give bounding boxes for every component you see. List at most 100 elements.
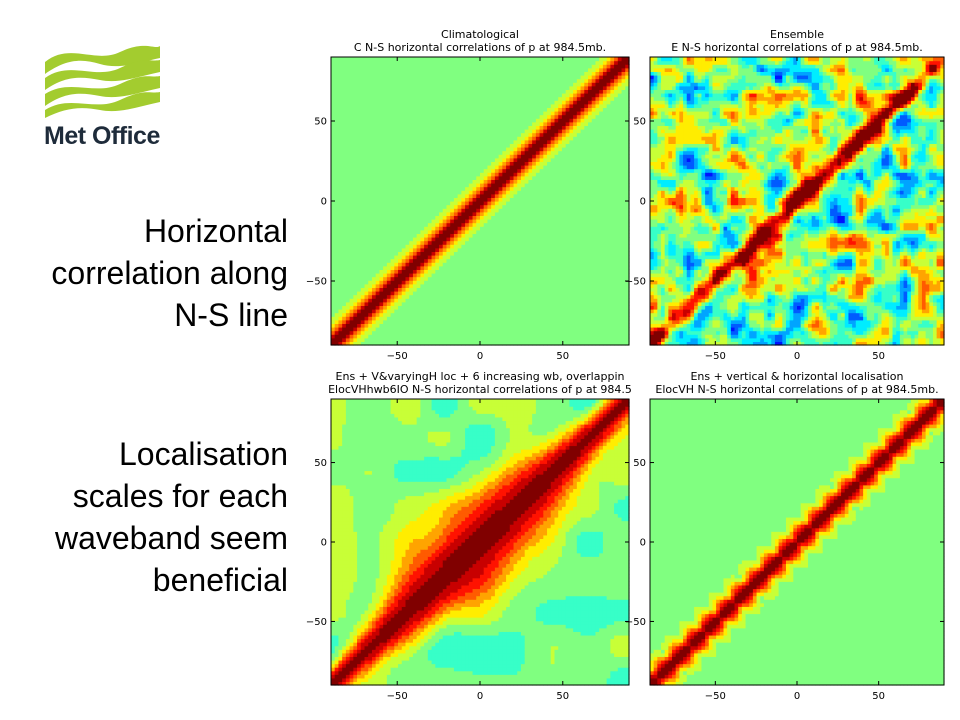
heatmap-cell: [342, 262, 347, 267]
heatmap-cell: [547, 85, 552, 90]
heatmap-cell: [420, 60, 425, 65]
heatmap-cell: [398, 229, 403, 234]
heatmap-cell: [439, 222, 444, 227]
heatmap-cell: [383, 237, 388, 242]
heatmap-cell: [416, 85, 421, 90]
heatmap-cell: [442, 312, 448, 317]
heatmap-cell: [420, 341, 425, 346]
heatmap-cell: [483, 71, 489, 76]
heatmap-cell: [331, 222, 336, 227]
heatmap-cell: [535, 312, 541, 317]
heatmap-cell: [558, 337, 563, 342]
heatmap-cell: [334, 197, 340, 202]
heatmap-cell: [547, 57, 552, 62]
heatmap-cell: [468, 305, 474, 310]
heatmap-cell: [543, 190, 548, 195]
heatmap-cell: [550, 226, 556, 231]
heatmap-cell: [338, 89, 343, 94]
heatmap-cell: [409, 183, 414, 188]
heatmap-cell: [554, 262, 559, 267]
heatmap-cell: [401, 327, 407, 332]
heatmap-cell: [409, 172, 414, 177]
heatmap-cell: [509, 244, 515, 249]
heatmap-cell: [431, 197, 436, 202]
heatmap-cell: [360, 125, 366, 130]
heatmap-cell: [494, 64, 500, 69]
heatmap-cell: [550, 139, 556, 144]
heatmap-cell: [420, 82, 425, 87]
heatmap-cell: [342, 193, 347, 198]
heatmap-cell: [353, 273, 358, 278]
heatmap-cell: [338, 258, 343, 263]
heatmap-cell: [334, 237, 340, 242]
heatmap-cell: [431, 82, 436, 87]
heatmap-cell: [442, 316, 448, 321]
heatmap-cell: [371, 305, 377, 310]
heatmap-cell: [334, 150, 340, 155]
heatmap-cell: [520, 265, 526, 270]
heatmap-cell: [435, 305, 440, 310]
heatmap-cell: [427, 143, 433, 148]
heatmap-cell: [465, 165, 470, 170]
heatmap-cell: [483, 309, 489, 314]
heatmap-cell: [513, 107, 518, 112]
heatmap-cell: [424, 229, 429, 234]
heatmap-cell: [502, 269, 507, 274]
heatmap-cell: [509, 316, 515, 321]
heatmap-cell: [480, 219, 485, 224]
heatmap-cell: [506, 190, 511, 195]
heatmap-cell: [334, 129, 340, 134]
heatmap-cell: [364, 219, 369, 224]
heatmap-cell: [398, 82, 403, 87]
heatmap-cell: [420, 312, 425, 317]
heatmap-cell: [480, 244, 485, 249]
heatmap-cell: [506, 60, 511, 65]
heatmap-cell: [390, 71, 395, 76]
heatmap-cell: [468, 132, 474, 137]
heatmap-cell: [342, 201, 347, 206]
heatmap-cell: [513, 57, 518, 62]
heatmap-cell: [472, 165, 477, 170]
heatmap-cell: [520, 179, 526, 184]
heatmap-cell: [480, 201, 485, 206]
heatmap-cell: [349, 132, 354, 137]
heatmap-cell: [420, 301, 425, 306]
heatmap-cell: [550, 183, 556, 188]
heatmap-cell: [424, 172, 429, 177]
heatmap-cell: [412, 100, 418, 105]
heatmap-cell: [439, 89, 444, 94]
heatmap-cell: [528, 309, 533, 314]
heatmap-cell: [498, 262, 503, 267]
heatmap-cell: [453, 251, 459, 256]
heatmap-cell: [543, 125, 548, 130]
heatmap-cell: [401, 201, 407, 206]
heatmap-cell: [375, 89, 381, 94]
heatmap-cell: [472, 139, 477, 144]
heatmap-cell: [439, 280, 444, 285]
heatmap-cell: [331, 132, 336, 137]
heatmap-cell: [461, 103, 466, 108]
heatmap-cell: [502, 305, 507, 310]
heatmap-cell: [506, 316, 511, 321]
heatmap-cell: [524, 168, 530, 173]
heatmap-cell: [520, 100, 526, 105]
heatmap-cell: [550, 208, 556, 213]
heatmap-cell: [405, 139, 410, 144]
heatmap-cell: [375, 193, 381, 198]
heatmap-cell: [375, 96, 381, 101]
heatmap-cell: [517, 75, 522, 80]
heatmap-cell: [535, 60, 541, 65]
heatmap-cell: [383, 222, 388, 227]
heatmap-cell: [453, 204, 459, 209]
heatmap-cell: [491, 107, 496, 112]
heatmap-cell: [442, 129, 448, 134]
heatmap-cell: [457, 294, 462, 299]
heatmap-cell: [547, 211, 552, 216]
heatmap-cell: [506, 215, 511, 220]
heatmap-cell: [532, 93, 537, 98]
heatmap-cell: [345, 107, 351, 112]
heatmap-cell: [420, 165, 425, 170]
heatmap-cell: [424, 323, 429, 328]
heatmap-cell: [547, 262, 552, 267]
heatmap-cell: [379, 143, 384, 148]
